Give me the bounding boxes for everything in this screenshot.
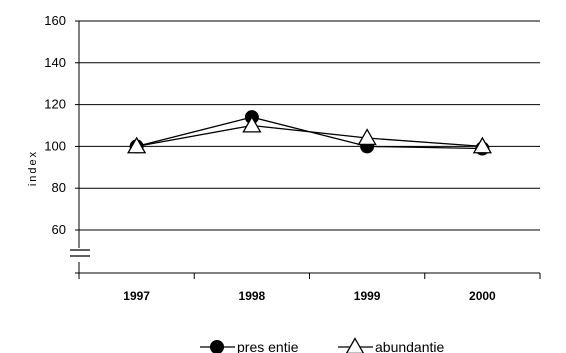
gridlines <box>79 20 540 231</box>
y-tick-label-160: 160 <box>44 13 66 28</box>
y-tick-label-80: 80 <box>52 180 66 195</box>
y-axis-label: index <box>27 150 39 186</box>
legend: pres entie abundantie <box>200 337 445 353</box>
legend-marker-2 <box>345 337 365 353</box>
axes <box>70 20 541 279</box>
x-tick-labels: 1997 1998 1999 2000 <box>123 289 496 303</box>
x-tick-label-2000: 2000 <box>469 289 496 303</box>
data-point-2-1998 <box>242 115 262 133</box>
x-tick-label-1997: 1997 <box>123 289 150 303</box>
data-point-2-1997 <box>127 136 147 154</box>
y-tick-label-60: 60 <box>52 222 66 237</box>
data-point-2-2000 <box>472 136 492 154</box>
x-tick-label-1999: 1999 <box>354 289 381 303</box>
legend-label-2: abundantie <box>375 339 445 353</box>
series-line-2 <box>136 124 483 148</box>
x-tick-label-1998: 1998 <box>239 289 266 303</box>
y-tick-label-120: 120 <box>44 97 66 112</box>
legend-label-1: pres entie <box>237 339 299 353</box>
series-markers <box>127 110 492 156</box>
y-tick-labels: 60 80 100 120 140 160 <box>44 13 66 237</box>
legend-marker-1 <box>210 340 224 353</box>
series-lines <box>136 116 483 150</box>
y-tick-label-100: 100 <box>44 138 66 153</box>
y-tick-label-140: 140 <box>44 55 66 70</box>
data-point-2-1999 <box>357 128 377 146</box>
series-line-1 <box>136 116 483 150</box>
